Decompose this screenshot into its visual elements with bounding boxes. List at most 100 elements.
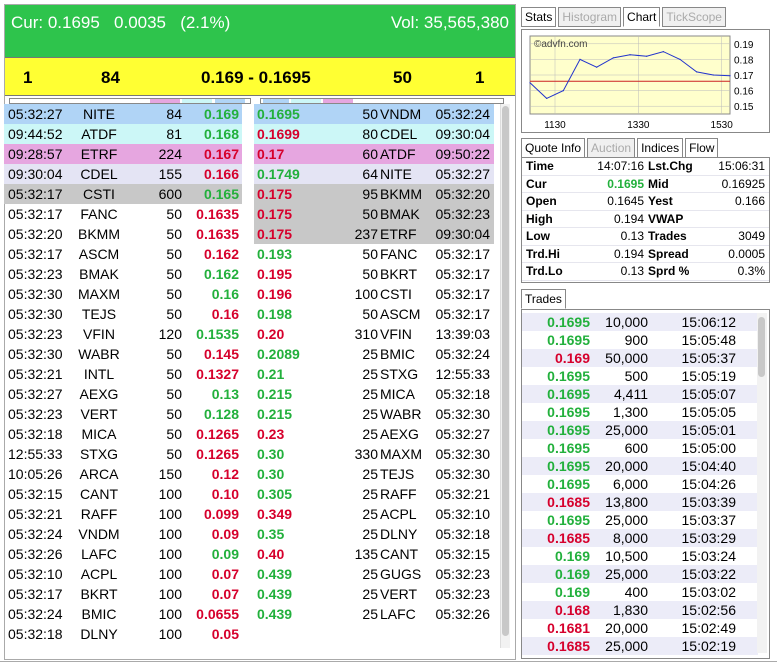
ask-row[interactable]: 0.175 50 BMAK 05:32:23 <box>254 204 494 224</box>
tab-auction[interactable]: Auction <box>587 138 636 158</box>
tab-quote-info[interactable]: Quote Info <box>521 138 586 158</box>
trade-price: 0.1695 <box>547 332 590 348</box>
ask-row[interactable]: 0.30 330 MAXM 05:32:30 <box>254 444 494 464</box>
trade-row[interactable]: 0.1695 25,000 15:03:37 <box>522 511 758 529</box>
bid-row[interactable]: 12:55:33 STXG 50 0.1265 <box>4 444 242 464</box>
bid-row[interactable]: 05:32:20 BKMM 50 0.1635 <box>4 224 242 244</box>
bid-size: 50 <box>166 246 182 262</box>
ask-row[interactable]: 0.195 50 BKRT 05:32:17 <box>254 264 494 284</box>
trade-row[interactable]: 0.1695 1,300 15:05:05 <box>522 403 758 421</box>
bid-row[interactable]: 05:32:21 RAFF 100 0.099 <box>4 504 242 524</box>
bid-row[interactable]: 05:32:23 BMAK 50 0.162 <box>4 264 242 284</box>
bid-time: 05:32:10 <box>8 566 63 582</box>
tab-chart[interactable]: Chart <box>623 7 661 27</box>
ask-row[interactable]: 0.193 50 FANC 05:32:17 <box>254 244 494 264</box>
trade-row[interactable]: 0.1695 600 15:05:00 <box>522 439 758 457</box>
ask-market-maker: BMIC <box>380 346 415 362</box>
bid-market-maker: DLNY <box>80 626 118 642</box>
trade-row[interactable]: 0.1685 13,800 15:03:39 <box>522 493 758 511</box>
bid-row[interactable]: 05:32:23 VFIN 120 0.1535 <box>4 324 242 344</box>
tab-tickscope[interactable]: TickScope <box>662 7 726 27</box>
bid-row[interactable]: 09:30:04 CDEL 155 0.166 <box>4 164 242 184</box>
ask-row[interactable]: 0.439 25 VERT 05:32:23 <box>254 584 494 604</box>
ask-row[interactable]: 0.35 25 DLNY 05:32:18 <box>254 524 494 544</box>
bid-price: 0.169 <box>203 106 239 122</box>
ask-row[interactable]: 0.17 60 ATDF 09:50:22 <box>254 144 494 164</box>
bid-row[interactable]: 09:28:57 ETRF 224 0.167 <box>4 144 242 164</box>
bid-row[interactable]: 05:32:30 MAXM 50 0.16 <box>4 284 242 304</box>
ask-row[interactable]: 0.439 25 LAFC 05:32:26 <box>254 604 494 624</box>
bid-row[interactable]: 05:32:18 MICA 50 0.1265 <box>4 424 242 444</box>
trade-row[interactable]: 0.1695 10,000 15:06:12 <box>522 313 758 331</box>
ask-row[interactable]: 0.21 25 STXG 12:55:33 <box>254 364 494 384</box>
tab-stats[interactable]: Stats <box>521 7 557 27</box>
ask-market-maker: ETRF <box>380 226 417 242</box>
bid-row[interactable]: 05:32:23 VERT 50 0.128 <box>4 404 242 424</box>
ask-row[interactable]: 0.439 25 GUGS 05:32:23 <box>254 564 494 584</box>
bid-row[interactable]: 05:32:24 BMIC 100 0.0655 <box>4 604 242 624</box>
trade-row[interactable]: 0.1695 25,000 15:05:01 <box>522 421 758 439</box>
bid-row[interactable]: 05:32:24 VNDM 100 0.09 <box>4 524 242 544</box>
trade-row[interactable]: 0.169 400 15:03:02 <box>522 583 758 601</box>
ask-row[interactable]: 0.1695 50 VNDM 05:32:24 <box>254 104 494 124</box>
ask-row[interactable]: 0.349 25 ACPL 05:32:10 <box>254 504 494 524</box>
quote-value: 0.1645 <box>607 194 644 208</box>
price-change: 0.0035 <box>114 13 167 32</box>
scroll-thumb[interactable] <box>502 106 509 636</box>
trade-row[interactable]: 0.1685 25,000 15:02:19 <box>522 637 758 655</box>
trade-row[interactable]: 0.1695 900 15:05:48 <box>522 331 758 349</box>
ask-row[interactable]: 0.215 25 WABR 05:32:30 <box>254 404 494 424</box>
trade-row[interactable]: 0.168 1,830 15:02:56 <box>522 601 758 619</box>
bid-row[interactable]: 05:32:10 ACPL 100 0.07 <box>4 564 242 584</box>
ask-row[interactable]: 0.175 237 ETRF 09:30:04 <box>254 224 494 244</box>
ask-row[interactable]: 0.196 100 CSTI 05:32:17 <box>254 284 494 304</box>
bid-row[interactable]: 05:32:30 WABR 50 0.145 <box>4 344 242 364</box>
ask-row[interactable]: 0.1749 64 NITE 05:32:27 <box>254 164 494 184</box>
bid-time: 05:32:30 <box>8 346 63 362</box>
bid-row[interactable]: 09:44:52 ATDF 81 0.168 <box>4 124 242 144</box>
scroll-thumb[interactable] <box>758 317 765 377</box>
tab-trades[interactable]: Trades <box>521 289 566 309</box>
quote-label: High <box>526 211 553 226</box>
bid-row[interactable]: 05:32:17 FANC 50 0.1635 <box>4 204 242 224</box>
bid-row[interactable]: 05:32:21 INTL 50 0.1327 <box>4 364 242 384</box>
trade-row[interactable]: 0.1695 6,000 15:04:26 <box>522 475 758 493</box>
ask-row[interactable]: 0.23 25 AEXG 05:32:27 <box>254 424 494 444</box>
trade-row[interactable]: 0.169 50,000 15:05:37 <box>522 349 758 367</box>
tab-indices[interactable]: Indices <box>637 138 684 158</box>
trade-price: 0.1695 <box>547 368 590 384</box>
ask-row[interactable]: 0.305 25 RAFF 05:32:21 <box>254 484 494 504</box>
ask-row[interactable]: 0.30 25 TEJS 05:32:30 <box>254 464 494 484</box>
ask-row[interactable]: 0.175 95 BKMM 05:32:20 <box>254 184 494 204</box>
bid-row[interactable]: 05:32:26 LAFC 100 0.09 <box>4 544 242 564</box>
trade-price: 0.1685 <box>547 494 590 510</box>
bid-row[interactable]: 05:32:27 AEXG 50 0.13 <box>4 384 242 404</box>
bid-row[interactable]: 10:05:26 ARCA 150 0.12 <box>4 464 242 484</box>
ask-row[interactable]: 0.20 310 VFIN 13:39:03 <box>254 324 494 344</box>
trade-row[interactable]: 0.169 10,500 15:03:24 <box>522 547 758 565</box>
quote-label: Cur <box>526 176 547 191</box>
trade-row[interactable]: 0.1685 8,000 15:03:29 <box>522 529 758 547</box>
trade-row[interactable]: 0.1695 20,000 15:04:40 <box>522 457 758 475</box>
order-book-scrollbar[interactable] <box>500 104 510 648</box>
ask-row[interactable]: 0.40 135 CANT 05:32:15 <box>254 544 494 564</box>
bid-row[interactable]: 05:32:15 CANT 100 0.10 <box>4 484 242 504</box>
ask-price: 0.21 <box>257 366 285 382</box>
bid-row[interactable]: 05:32:30 TEJS 50 0.16 <box>4 304 242 324</box>
bid-row[interactable]: 05:32:18 DLNY 100 0.05 <box>4 624 242 644</box>
tab-histogram[interactable]: Histogram <box>558 7 622 27</box>
ask-row[interactable]: 0.198 50 ASCM 05:32:17 <box>254 304 494 324</box>
bid-row[interactable]: 05:32:17 CSTI 600 0.165 <box>4 184 242 204</box>
trades-scrollbar[interactable] <box>757 313 767 653</box>
ask-row[interactable]: 0.1699 80 CDEL 09:30:04 <box>254 124 494 144</box>
trade-row[interactable]: 0.1695 4,411 15:05:07 <box>522 385 758 403</box>
trade-row[interactable]: 0.1695 500 15:05:19 <box>522 367 758 385</box>
ask-row[interactable]: 0.215 25 MICA 05:32:18 <box>254 384 494 404</box>
trade-row[interactable]: 0.1681 20,000 15:02:49 <box>522 619 758 637</box>
bid-row[interactable]: 05:32:17 BKRT 100 0.07 <box>4 584 242 604</box>
ask-row[interactable]: 0.2089 25 BMIC 05:32:24 <box>254 344 494 364</box>
bid-row[interactable]: 05:32:17 ASCM 50 0.162 <box>4 244 242 264</box>
trade-row[interactable]: 0.169 25,000 15:03:22 <box>522 565 758 583</box>
bid-row[interactable]: 05:32:27 NITE 84 0.169 <box>4 104 242 124</box>
tab-flow[interactable]: Flow <box>685 138 719 158</box>
